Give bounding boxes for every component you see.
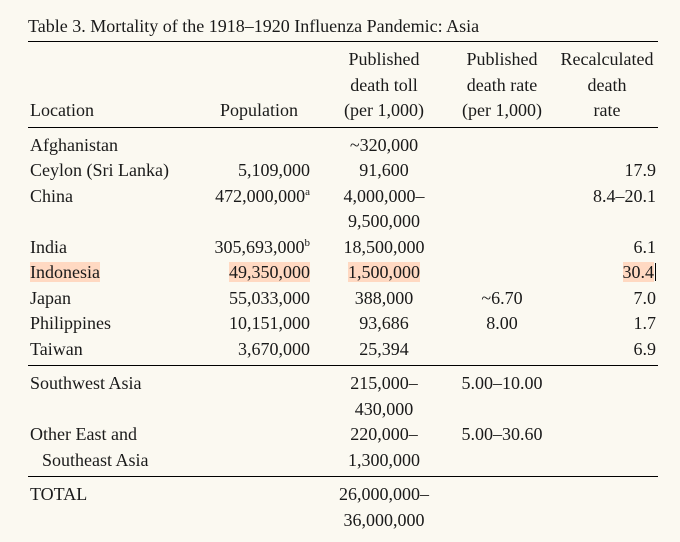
total-row: TOTAL 26,000,000– [28, 481, 658, 507]
mid-rule-1 [28, 365, 658, 366]
cell-published-toll: 388,000 [320, 285, 448, 311]
table-container: Table 3. Mortality of the 1918–1920 Infl… [0, 0, 680, 542]
cell-population: 49,350,000 [198, 259, 320, 285]
table-caption: Table 3. Mortality of the 1918–1920 Infl… [28, 16, 658, 37]
col-published-toll: Published [320, 46, 448, 72]
cell-population [198, 132, 320, 158]
col-location: Location [28, 97, 198, 123]
cell-published-rate [448, 259, 556, 285]
group-body: Southwest Asia 215,000–5.00–10.00430,000O… [28, 370, 658, 472]
table-row: Indonesia49,350,0001,500,000 30.4 [28, 259, 658, 285]
cell-population: 5,109,000 [198, 157, 320, 183]
total-toll: 26,000,000– [320, 481, 448, 507]
col-recalc-rate: Recalculated [556, 46, 658, 72]
cell-location: Taiwan [28, 336, 198, 362]
cell-published-toll: 1,500,000 [320, 259, 448, 285]
cell-published-rate [448, 234, 556, 260]
cell-location: India [28, 234, 198, 260]
total-body: TOTAL 26,000,000– 36,000,000 [28, 481, 658, 532]
col-population: Population [198, 97, 320, 123]
cell-location: Japan [28, 285, 198, 311]
cell-population: 10,151,000 [198, 310, 320, 336]
cell-location: Indonesia [28, 259, 198, 285]
cell-published-toll: ~320,000 [320, 132, 448, 158]
cell-location: Ceylon (Sri Lanka) [28, 157, 198, 183]
table-row: Philippines10,151,00093,6868.001.7 [28, 310, 658, 336]
cell-published-toll: 18,500,000 [320, 234, 448, 260]
table-row-continuation: 9,500,000 [28, 208, 658, 234]
total-label: TOTAL [28, 481, 198, 507]
cell-published-rate [448, 183, 556, 209]
cell-recalc-rate: 6.9 [556, 336, 658, 362]
mortality-table: Published Published Recalculated death t… [28, 46, 658, 532]
cell-recalc-rate: 6.1 [556, 234, 658, 260]
top-rule [28, 41, 658, 42]
cell-published-toll: 4,000,000– [320, 183, 448, 209]
cell-published-rate [448, 336, 556, 362]
cell-published-rate: ~6.70 [448, 285, 556, 311]
cell-published-toll: 220,000– [320, 421, 448, 447]
col-published-rate: Published [448, 46, 556, 72]
group-row: Southwest Asia 215,000–5.00–10.00 [28, 370, 658, 396]
cell-published-rate: 5.00–30.60 [448, 421, 556, 447]
cell-published-rate: 5.00–10.00 [448, 370, 556, 396]
group-row-continuation: Southeast Asia1,300,000 [28, 447, 658, 473]
cell-location: Philippines [28, 310, 198, 336]
table-row: Taiwan3,670,00025,394 6.9 [28, 336, 658, 362]
cell-published-rate [448, 157, 556, 183]
mid-rule-2 [28, 476, 658, 477]
table-row: China472,000,000a4,000,000– 8.4–20.1 [28, 183, 658, 209]
cell-location: Southwest Asia [28, 370, 198, 396]
table-body: Afghanistan~320,000Ceylon (Sri Lanka)5,1… [28, 132, 658, 362]
cell-published-toll: 93,686 [320, 310, 448, 336]
cell-recalc-rate: 8.4–20.1 [556, 183, 658, 209]
table-row: India305,693,000b18,500,000 6.1 [28, 234, 658, 260]
header-rule [28, 127, 658, 128]
table-row: Afghanistan ~320,000 [28, 132, 658, 158]
cell-published-rate [448, 132, 556, 158]
cell-published-toll: 215,000– [320, 370, 448, 396]
cell-recalc-rate: 1.7 [556, 310, 658, 336]
table-header: Published Published Recalculated death t… [28, 46, 658, 123]
cell-recalc-rate [556, 132, 658, 158]
cell-published-toll: 25,394 [320, 336, 448, 362]
cell-published-toll: 91,600 [320, 157, 448, 183]
cell-recalc-rate: 30.4 [556, 259, 658, 285]
table-row: Japan55,033,000388,000~6.707.0 [28, 285, 658, 311]
cell-location: China [28, 183, 198, 209]
cell-population: 55,033,000 [198, 285, 320, 311]
text-cursor [655, 263, 656, 281]
cell-recalc-rate: 17.9 [556, 157, 658, 183]
cell-population: 472,000,000a [198, 183, 320, 209]
cell-location: Other East and [28, 421, 198, 447]
group-row-continuation: 430,000 [28, 396, 658, 422]
cell-population: 305,693,000b [198, 234, 320, 260]
cell-population: 3,670,000 [198, 336, 320, 362]
cell-location: Afghanistan [28, 132, 198, 158]
group-row: Other East and 220,000–5.00–30.60 [28, 421, 658, 447]
cell-published-rate: 8.00 [448, 310, 556, 336]
table-row: Ceylon (Sri Lanka)5,109,00091,600 17.9 [28, 157, 658, 183]
cell-recalc-rate: 7.0 [556, 285, 658, 311]
